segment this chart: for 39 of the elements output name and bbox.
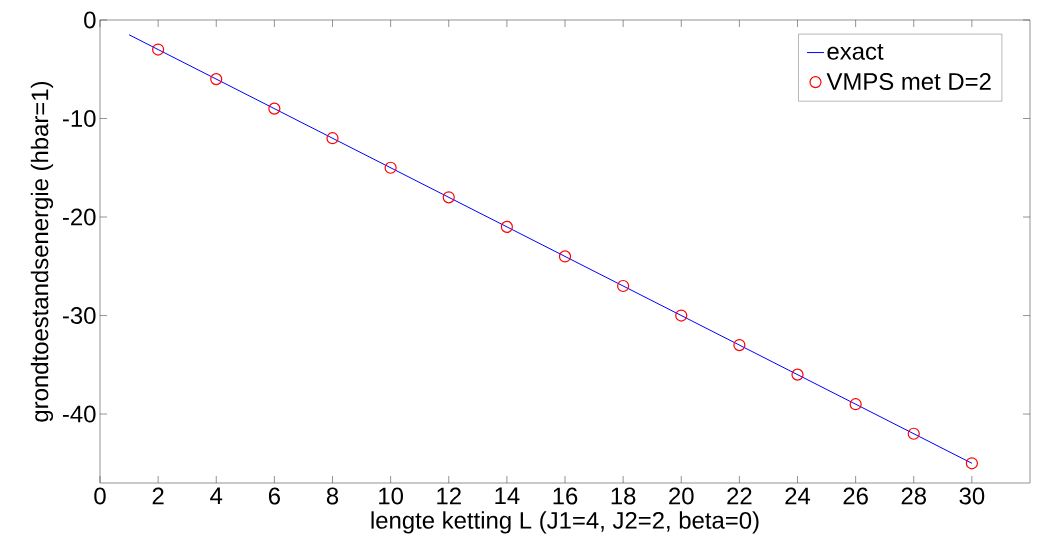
x-axis-title: lengte ketting L (J1=4, J2=2, beta=0) xyxy=(371,511,759,534)
point xyxy=(500,220,513,233)
x-tick-label: 26 xyxy=(843,487,868,505)
point xyxy=(268,102,281,115)
point xyxy=(210,73,223,86)
x-tick-label: 6 xyxy=(268,487,280,505)
legend-label: VMPS met D=2 xyxy=(826,73,991,90)
point xyxy=(907,427,920,440)
x-tick-label: 16 xyxy=(553,487,578,505)
point xyxy=(617,279,630,293)
y-tick-label: -40 xyxy=(62,405,96,423)
x-tick-label: 10 xyxy=(379,487,403,505)
point xyxy=(791,368,804,381)
point xyxy=(733,338,746,352)
point xyxy=(849,398,862,411)
y-tick-label: 0 xyxy=(84,11,96,29)
point xyxy=(384,161,397,174)
x-tick-label: 2 xyxy=(152,487,164,505)
x-tick-label: 28 xyxy=(901,487,927,505)
x-tick-label: 8 xyxy=(326,487,339,505)
point xyxy=(965,457,978,470)
point xyxy=(558,250,572,263)
y-tick-label: -30 xyxy=(62,307,96,324)
x-tick-label: 30 xyxy=(959,487,985,505)
x-tick-label: 4 xyxy=(210,487,223,504)
x-tick-label: 18 xyxy=(611,487,636,505)
x-tick-label: 22 xyxy=(727,487,752,505)
y-tick-label: -10 xyxy=(62,110,96,127)
x-tick-label: 14 xyxy=(495,487,520,504)
x-tick-label: 24 xyxy=(785,487,811,505)
point xyxy=(442,191,455,204)
x-tick-label: 20 xyxy=(669,487,694,505)
y-axis-title: grondtoestandsenergie (hbar=1) xyxy=(30,81,54,422)
x-tick-label: 12 xyxy=(437,487,461,505)
point xyxy=(326,132,339,145)
y-tick-label: -20 xyxy=(62,208,96,226)
point xyxy=(152,43,165,56)
legend-label: exact xyxy=(827,44,884,60)
point xyxy=(675,309,688,322)
